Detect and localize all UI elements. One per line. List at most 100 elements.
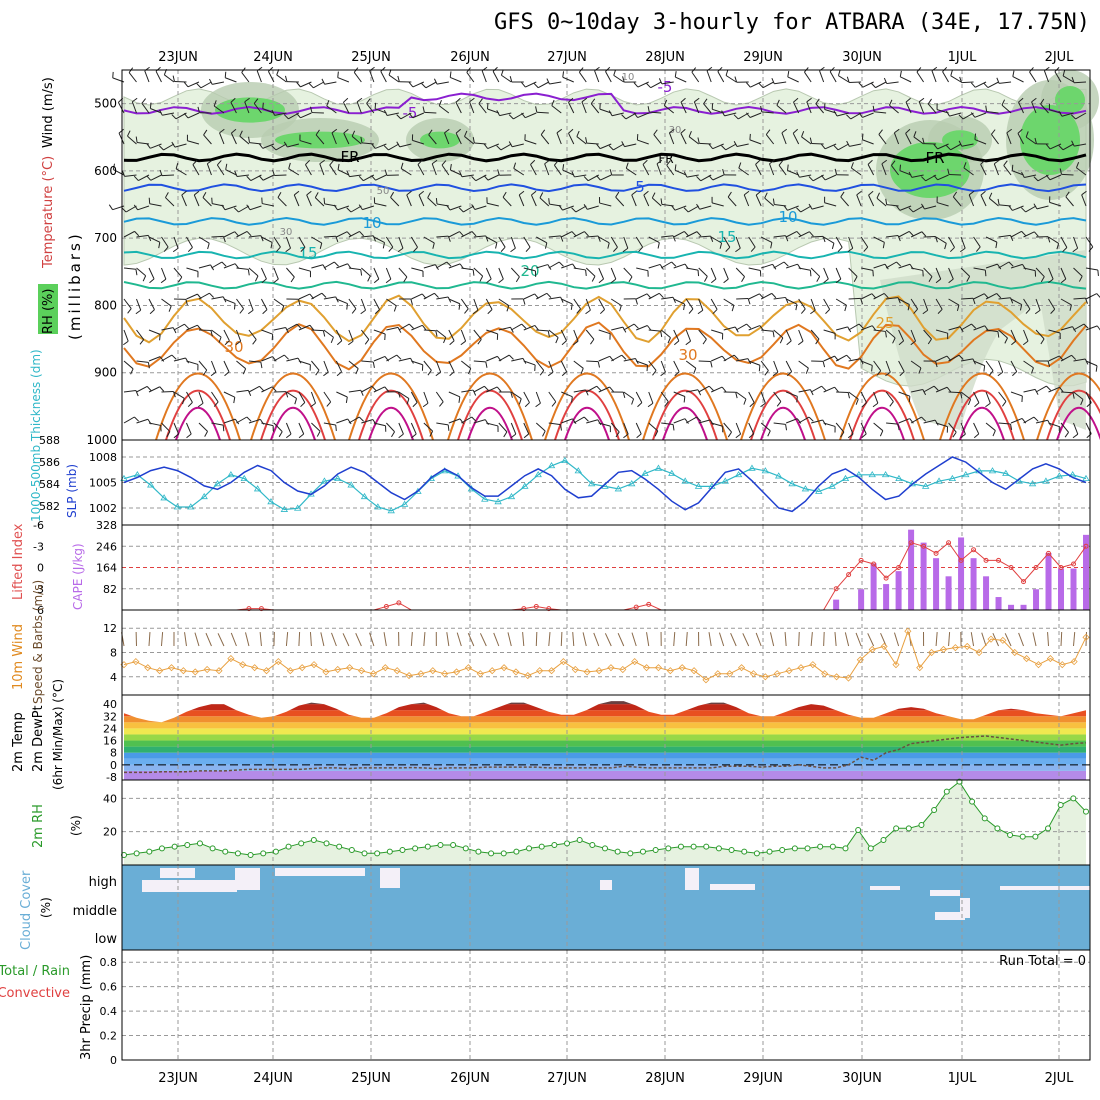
wind-barb-flag [233,303,236,310]
rh-point [652,847,659,853]
wind-barb [523,324,536,331]
wind-barb [536,329,549,332]
surface-wind-barb [456,632,462,647]
wind-barb [960,236,966,249]
wind-barb [411,360,423,366]
wind-barb-flag [219,128,225,134]
warm-arch [959,406,1005,441]
wind-barb-flag [696,203,701,210]
surface-wind-barb [535,631,538,647]
wind-barb-flag [213,100,217,107]
wind-barb-flag [858,323,864,329]
wind-barb [161,298,172,307]
wind-speed-point [381,664,389,672]
wind-barb-flag [609,169,613,176]
wind-barb [223,418,236,424]
wind-barb [267,71,275,83]
wind-barb [313,81,325,89]
wind-speed-point [429,667,437,675]
wind-barb-flag [708,385,714,391]
wind-barb [1073,323,1085,331]
wind-barb-flag [576,308,581,314]
thickness-axis-label: 1000-500mb Thickness (dm) [29,349,43,522]
wind-barb [735,391,747,400]
wind-barb-flag [945,110,950,117]
wind-speed-point [761,673,769,681]
wind-barb [875,81,887,89]
wind-barb [778,165,787,176]
rh-point [665,845,672,852]
rh-point [943,788,950,795]
wind-barb-flag [783,261,789,267]
wind-barb [1061,173,1074,176]
surface-wind-barb [1004,633,1012,647]
y-tick-label: 700 [94,231,117,245]
wind-barb [349,174,362,178]
rh-point [399,847,406,853]
wind-barb [968,194,975,207]
rh-point [500,850,507,857]
bottom-date-label: 2JUL [1045,1071,1075,1086]
wind-barb [410,422,417,435]
wind-barb-flag [213,401,219,407]
wind-barb [374,108,387,114]
wind-barb-flag [709,419,714,426]
wind-barb [1031,101,1037,114]
wind-barb [181,194,187,207]
li-tick-label: 3 [37,583,44,596]
li-point [846,572,852,578]
wind-barb [862,112,874,118]
wind-barb [710,236,722,244]
surface-wind-barb [259,632,262,647]
wind-barb [885,261,897,269]
wind-barb-flag [496,110,501,116]
wind-barb [498,298,510,307]
wind-barb-flag [459,231,464,237]
surface-wind-barb [867,633,875,647]
li-point [1071,561,1077,567]
wind-barb-flag [921,231,927,237]
wind-barb-flag [1040,338,1045,345]
wind-barb-flag [133,175,139,181]
surface-wind-barb [646,632,650,647]
wind-barb [187,81,200,88]
wind-barb [664,105,675,114]
wind-barb-flag [374,309,380,315]
wind-barb-flag [1064,432,1069,438]
rh-shading-moist [1020,105,1080,175]
wind-barb-flag [346,170,350,177]
wind-barb [573,416,585,424]
wind-barb-flag [515,276,520,283]
wind-barb [585,329,595,340]
wind-barb [161,267,167,280]
wind-barb-flag [615,431,620,438]
wind-barb [448,263,461,269]
wind-barb-flag [259,386,265,392]
wind-barb-flag [335,236,339,243]
wind-barb [613,143,624,151]
cape-tick-label: 82 [103,583,117,596]
wind-barb [435,360,442,373]
wind-barb-flag [797,340,804,346]
wind-barb-flag [721,110,725,117]
wind-barb [173,236,179,249]
wind-barb-flag [329,160,334,166]
wind-barb [335,360,343,373]
wind-barb [560,360,568,372]
wind-barb-flag [234,170,238,177]
wind-barb [985,422,996,431]
warm-arch [949,389,1015,441]
wind-barb-flag [346,231,352,237]
wind-barb [824,109,837,114]
rh-point [209,845,216,852]
wind-barb [1073,391,1084,400]
wind-barb-flag [435,197,438,205]
wind-barb-flag [521,323,527,329]
wind-barb [985,391,991,404]
wind-barb-flag [805,367,809,374]
wind-barb-flag [449,164,452,171]
wind-barb [1025,205,1037,213]
wind-barb-flag [786,371,792,377]
wind-barb [661,81,674,85]
wind-barb [492,71,500,83]
